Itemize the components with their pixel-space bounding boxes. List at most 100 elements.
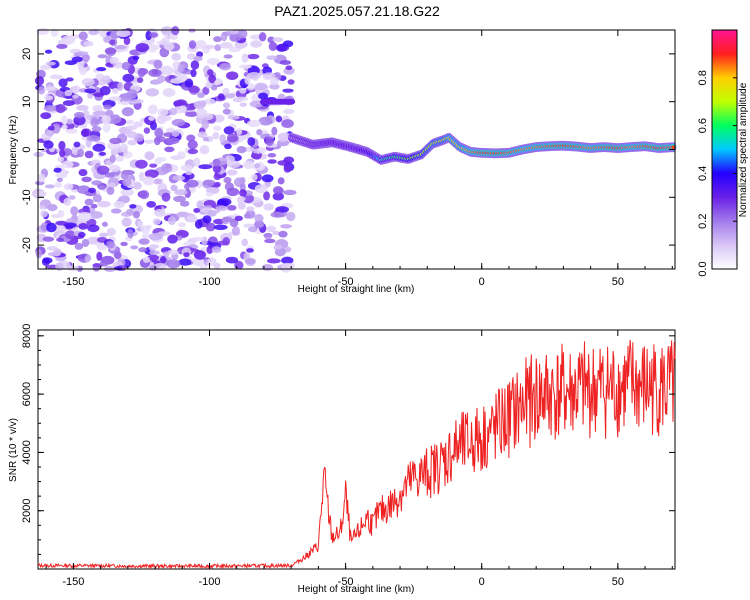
noise-cell (167, 235, 178, 244)
noise-cell (106, 241, 115, 249)
noise-cell (44, 105, 58, 112)
noise-cell (236, 128, 242, 135)
noise-cell (33, 152, 44, 157)
noise-cell (64, 183, 74, 190)
noise-cell (237, 146, 247, 153)
noise-cell (237, 196, 245, 201)
noise-cell (110, 155, 116, 163)
noise-cell (55, 262, 63, 271)
noise-cell (146, 88, 159, 96)
noise-cell (239, 189, 247, 196)
noise-cell (73, 142, 80, 148)
noise-cell (98, 185, 106, 190)
noise-cell (163, 88, 176, 97)
noise-cell (130, 245, 138, 249)
noise-cell (266, 55, 277, 60)
noise-cell (263, 203, 274, 210)
noise-cell (100, 259, 109, 267)
noise-cell (244, 213, 251, 218)
noise-cell (245, 258, 256, 264)
noise-cell (190, 69, 196, 77)
noise-cell (109, 96, 123, 101)
noise-cell (268, 153, 277, 157)
colorbar-tick-label: 0.6 (697, 118, 709, 133)
noise-cell (288, 79, 295, 84)
noise-cell (171, 26, 179, 35)
noise-cell (179, 259, 192, 266)
figure-title: PAZ1.2025.057.21.18.G22 (274, 3, 440, 19)
snr-y-tick-label: 6000 (21, 382, 33, 406)
noise-cell (223, 177, 231, 183)
noise-cell (227, 134, 239, 143)
noise-cell (177, 151, 185, 159)
noise-cell (206, 192, 213, 196)
noise-cell (65, 129, 77, 134)
noise-cell (286, 65, 293, 70)
noise-cell (125, 120, 134, 125)
noise-cell (188, 140, 198, 149)
noise-cell (283, 190, 296, 195)
noise-cell (202, 120, 209, 129)
spectrogram-y-tick-label: 20 (21, 48, 33, 60)
noise-cell (87, 135, 101, 142)
noise-cell (189, 40, 196, 49)
noise-cell (264, 239, 275, 243)
noise-cell (157, 115, 167, 125)
noise-cell (224, 126, 235, 134)
noise-cell (199, 148, 206, 154)
noise-cell (40, 112, 51, 119)
colorbar: 0.00.20.40.60.8 Normalized spectral ampl… (697, 30, 749, 277)
noise-cell (262, 264, 273, 271)
noise-cell (72, 95, 78, 99)
noise-cell (122, 107, 134, 116)
noise-cell (243, 161, 254, 170)
noise-cell (38, 86, 45, 94)
noise-cell (188, 29, 195, 33)
noise-cell (149, 163, 157, 167)
noise-cell (161, 26, 173, 35)
noise-cell (137, 221, 143, 228)
noise-cell (116, 29, 130, 37)
noise-cell (282, 89, 294, 93)
noise-cell (133, 211, 140, 218)
noise-cell (154, 60, 163, 69)
noise-cell (277, 160, 290, 166)
noise-cell (240, 177, 246, 184)
noise-cell (62, 124, 68, 129)
noise-cell (278, 231, 287, 238)
noise-cell (203, 215, 212, 223)
noise-cell (120, 143, 128, 152)
noise-cell (269, 42, 278, 51)
noise-cell (56, 44, 67, 49)
noise-cell (235, 97, 248, 102)
noise-cell (283, 109, 294, 114)
noise-cell (149, 265, 157, 271)
noise-cell (46, 62, 56, 66)
noise-cell (149, 244, 159, 249)
noise-cell (88, 188, 96, 193)
noise-cell (241, 239, 248, 247)
noise-cell (267, 258, 281, 263)
noise-cell (149, 250, 160, 255)
noise-cell (92, 126, 102, 132)
noise-cell (122, 217, 132, 226)
noise-cell (247, 137, 255, 146)
noise-cell (256, 129, 262, 135)
noise-cell (44, 87, 56, 91)
noise-cell (250, 40, 262, 47)
noise-cell (77, 149, 84, 158)
snr-x-tick-label: 50 (612, 576, 624, 588)
noise-cell (114, 45, 126, 49)
noise-cell (98, 54, 108, 58)
snr-x-label: Height of straight line (km) (298, 584, 415, 595)
noise-cell (107, 187, 115, 195)
noise-cell (263, 233, 272, 237)
noise-cell (244, 76, 250, 85)
noise-cell (263, 72, 276, 78)
noise-cell (78, 232, 86, 237)
noise-cell (156, 136, 166, 142)
noise-cell (111, 208, 122, 213)
noise-cell (203, 137, 209, 141)
noise-cell (162, 193, 171, 202)
spectrogram-x-label: Height of straight line (km) (298, 284, 415, 295)
